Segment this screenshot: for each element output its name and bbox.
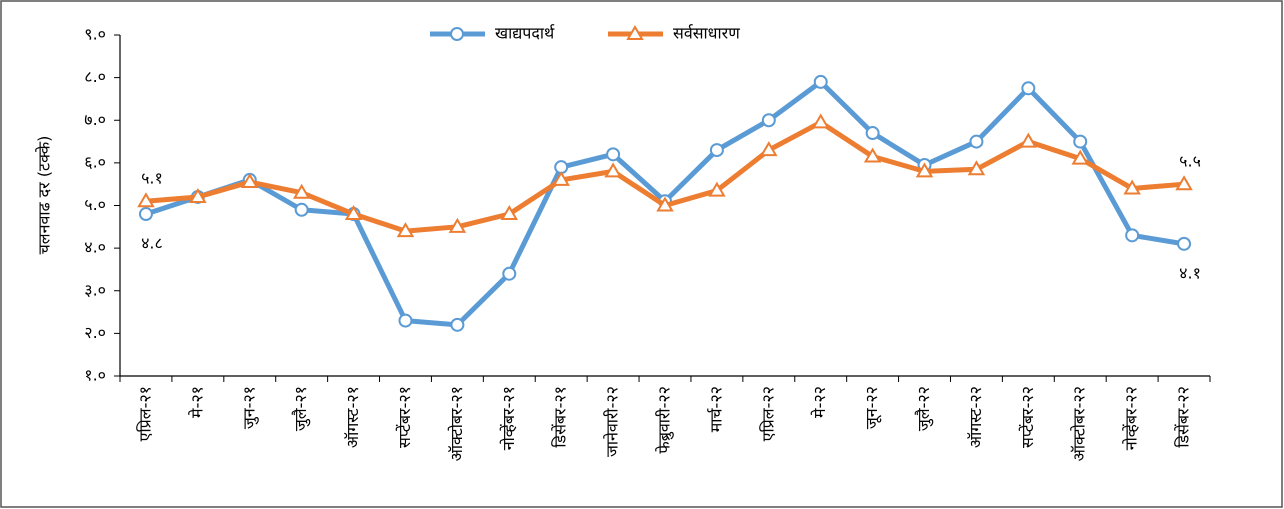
x-tick-label: नोव्हेंबर-२१	[499, 386, 518, 450]
x-tick-label: ऑक्टोबर-२२	[1070, 386, 1089, 461]
marker	[241, 173, 259, 189]
marker	[760, 141, 778, 157]
marker	[863, 147, 882, 163]
marker	[813, 74, 828, 89]
marker	[1123, 179, 1141, 195]
marker	[969, 134, 984, 149]
y-tick-label: ३.०	[84, 280, 106, 299]
marker	[138, 207, 153, 222]
y-axis-label: चलनवाढ दर (टक्के)	[35, 136, 54, 255]
x-tick-label: मार्च-२२	[706, 386, 725, 432]
marker	[709, 143, 724, 158]
x-tick-label: ऑक्टोबर-२१	[447, 386, 466, 461]
x-tick-label: जानेवारी-२२	[603, 386, 622, 457]
data-label: ५.१	[141, 169, 163, 188]
marker	[1073, 134, 1088, 149]
marker	[344, 205, 363, 221]
y-tick-label: १.०	[84, 366, 106, 385]
x-tick-label: नोव्हेंबर-२२	[1122, 386, 1141, 450]
marker	[915, 162, 934, 178]
marker	[502, 266, 517, 281]
marker	[1019, 132, 1038, 148]
marker	[1021, 81, 1036, 96]
legend-marker	[626, 25, 644, 40]
y-tick-label: ७.०	[84, 110, 106, 129]
legend-label: खाद्यपदार्थ	[495, 24, 555, 43]
marker	[1071, 149, 1089, 165]
marker	[865, 126, 880, 141]
marker	[398, 313, 413, 328]
x-tick-label: मे-२२	[810, 386, 829, 418]
marker	[1175, 175, 1193, 191]
marker	[137, 192, 155, 208]
y-tick-label: ९.०	[84, 25, 106, 44]
legend-label: सर्वसाधारण	[673, 24, 740, 43]
x-tick-label: जुलै-२२	[914, 386, 934, 431]
marker	[448, 217, 467, 233]
x-tick-label: एप्रिल-२१	[135, 386, 154, 441]
x-tick-label: जून-२२	[862, 386, 882, 429]
data-label: ५.५	[1179, 152, 1201, 171]
marker	[396, 222, 415, 238]
x-tick-label: सप्टेंबर-२१	[395, 386, 414, 448]
marker	[292, 183, 311, 199]
data-label: ४.८	[141, 234, 163, 253]
data-label: ४.१	[1179, 263, 1201, 282]
marker	[656, 196, 674, 212]
marker	[1125, 228, 1140, 243]
marker	[606, 147, 621, 162]
marker	[604, 162, 622, 178]
marker	[294, 202, 309, 217]
x-tick-label: डिसेंबर-२१	[551, 386, 570, 448]
marker	[500, 205, 519, 221]
x-tick-label: सप्टेंबर-२२	[1018, 386, 1037, 448]
x-tick-label: जुलै-२१	[291, 386, 311, 431]
x-tick-label: जुन-२१	[239, 386, 259, 429]
marker	[450, 317, 465, 332]
x-tick-label: ऑगस्ट-२२	[966, 386, 985, 448]
marker	[967, 160, 986, 176]
marker	[552, 170, 570, 186]
legend-marker	[450, 27, 464, 41]
y-tick-label: ८.०	[84, 67, 106, 86]
marker	[1177, 236, 1192, 251]
y-tick-label: ४.०	[84, 238, 106, 257]
marker	[761, 113, 776, 128]
x-tick-label: मे-२१	[187, 386, 206, 418]
x-tick-label: फेब्रुवारी-२२	[655, 386, 675, 454]
marker	[708, 181, 726, 197]
marker	[811, 113, 830, 129]
x-tick-label: डिसेंबर-२२	[1174, 386, 1193, 448]
y-tick-label: ६.०	[84, 152, 106, 171]
marker	[189, 187, 207, 203]
y-tick-label: २.०	[84, 323, 106, 342]
x-tick-label: ऑगस्ट-२१	[343, 386, 362, 448]
y-tick-label: ५.०	[84, 195, 106, 214]
x-tick-label: एप्रिल-२२	[758, 386, 777, 441]
